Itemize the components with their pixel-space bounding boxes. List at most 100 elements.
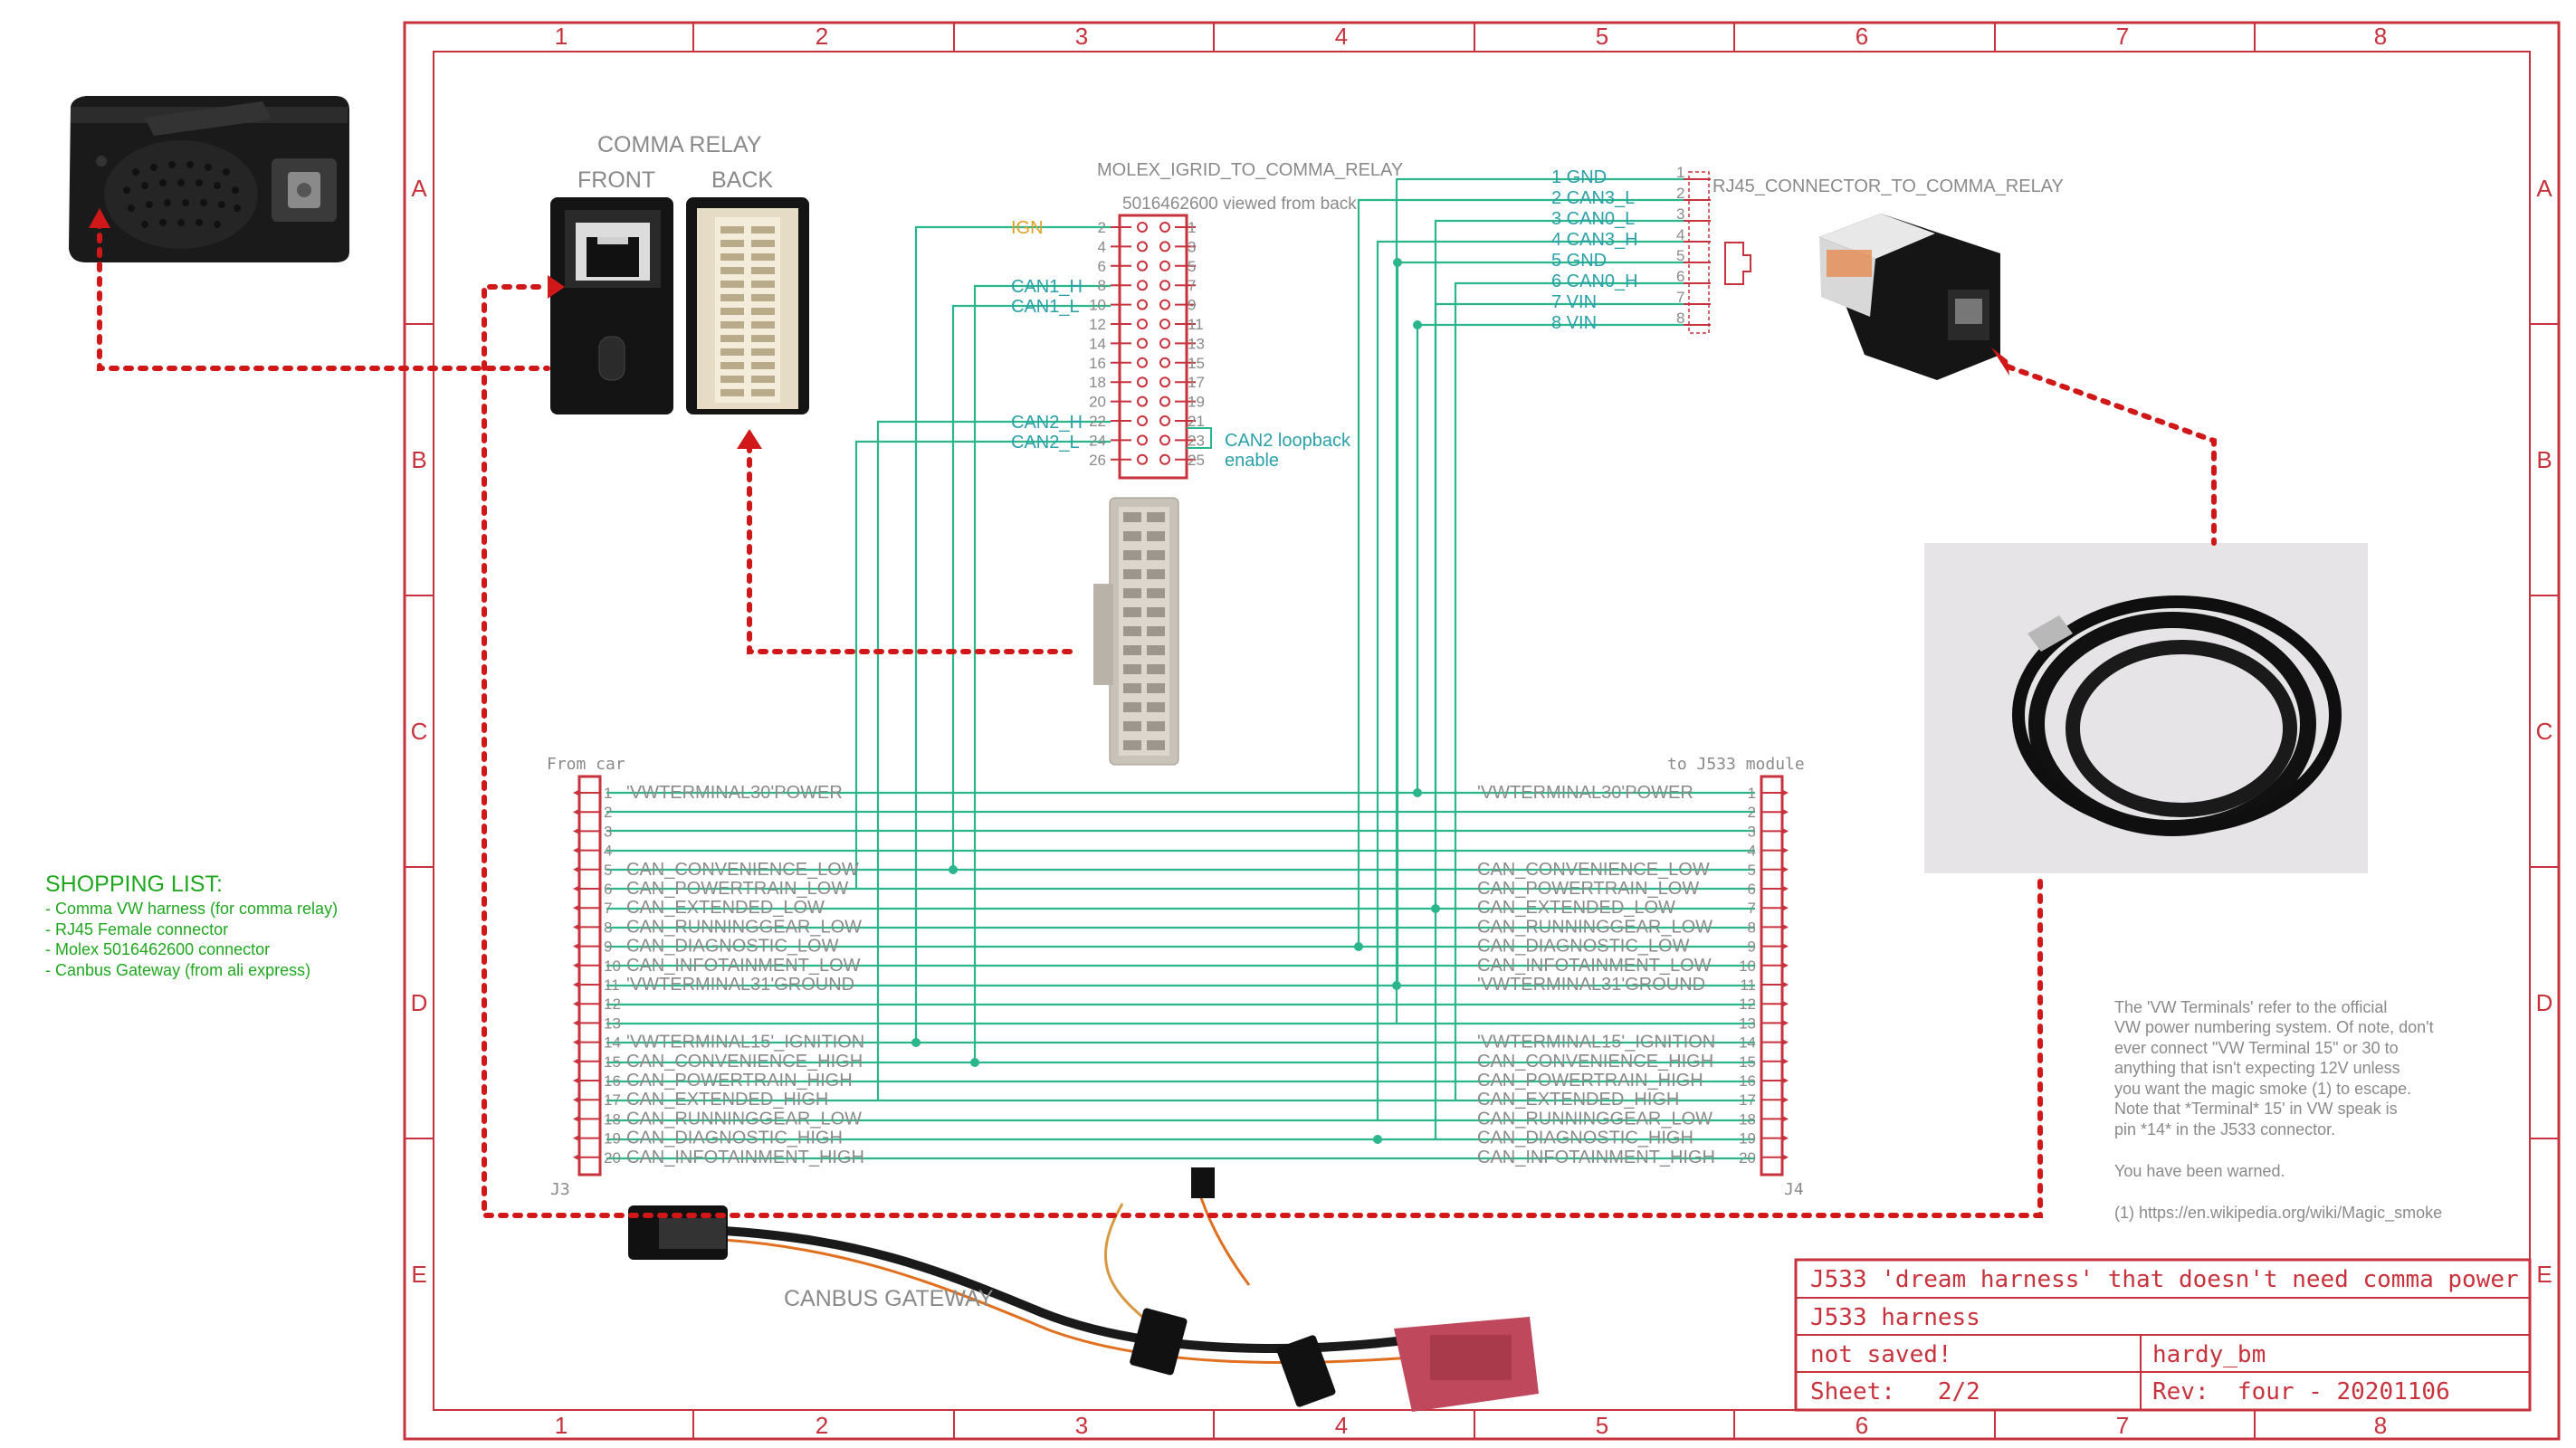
rj45-connector: RJ45_CONNECTOR_TO_COMMA_RELAY 1 1 GND 2 2 C… [1551,164,2064,334]
j3-pin-number: 5 [604,862,612,879]
rj45-pin-signal: 2 CAN3_L [1551,188,1635,208]
j4-pin-number: 12 [1739,996,1756,1013]
molex-can2h-label: CAN2_H [1011,413,1083,433]
j3-pin-arrow [573,1077,580,1084]
j4-pin-arrow [1781,1115,1789,1123]
note-warned: You have been warned. [2114,1162,2285,1180]
molex-pin-contact [1137,395,1148,407]
molex-pin-contact [1159,241,1170,252]
molex-pin-number: 12 [1089,316,1106,333]
column-label-bottom-1: 1 [555,1412,568,1439]
j3-pin-label: CAN_DIAGNOSTIC_LOW [626,937,839,957]
j3-pin-label: CAN_EXTENDED_LOW [626,898,825,918]
rj45-pin-number: 7 [1676,289,1684,306]
molex-pin-contact [1159,453,1170,465]
j3-pin-number: 18 [604,1110,621,1128]
column-label-top-6: 6 [1856,23,1868,50]
j4-pin-number: 1 [1748,785,1756,802]
j3-pin-label: CAN_CONVENIENCE_HIGH [626,1052,863,1072]
molex-pin-contact [1159,299,1170,310]
molex-pin-number: 4 [1098,238,1106,255]
molex-pin-contact [1159,434,1170,446]
molex-pin-number: 15 [1188,355,1205,372]
j3-pin-arrow [573,904,580,912]
j4-pin-number: 11 [1740,976,1756,994]
molex-pin-number: 22 [1089,413,1106,430]
molex-pin-contact [1159,395,1170,407]
j3-pin-arrow [573,1038,580,1046]
row-label-left-b: B [411,446,426,473]
molex-pin-contact [1159,319,1170,329]
j4-pin-number: 13 [1739,1015,1756,1032]
j4-pin-label: 'VWTERMINAL30'POWER [1477,783,1693,803]
column-label-top-7: 7 [2116,23,2129,50]
molex-pin-number: 5 [1188,258,1196,275]
rj45-connector-name: RJ45_CONNECTOR_TO_COMMA_RELAY [1713,176,2064,196]
molex-pin-number: 7 [1188,277,1196,294]
j4-pin-number: 4 [1748,843,1756,860]
molex-enable-label: enable [1225,451,1279,471]
molex-can1l-label: CAN1_L [1011,297,1080,317]
j3-pin-arrow [573,923,580,931]
j3-pin-number: 6 [604,881,612,898]
row-label-left-c: C [411,718,428,745]
molex-pin-contact [1137,453,1148,465]
j4-pin-number: 17 [1739,1091,1756,1109]
j4-pin-arrow [1781,1019,1789,1027]
j4-pin-number: 16 [1739,1072,1756,1090]
molex-pin-number: 23 [1188,432,1205,449]
row-label-left-d: D [411,989,428,1016]
rj45-pin-number: 5 [1676,247,1684,264]
j3-pin-label: CAN_POWERTRAIN_HIGH [626,1071,853,1091]
j3-pin-number: 7 [604,900,612,917]
note-footnote: (1) https://en.wikipedia.org/wiki/Magic_… [2114,1204,2442,1223]
rj45-keystone-photo [1819,214,2000,380]
note-line: VW power numbering system. Of note, don'… [2114,1018,2434,1036]
molex-pin-number: 24 [1089,432,1106,449]
j3-pin-number: 19 [604,1130,621,1148]
column-label-bottom-7: 7 [2116,1412,2129,1439]
molex-pin-contact [1159,260,1170,272]
j4-pin-arrow [1781,961,1789,969]
j3-pin-label: 'VWTERMINAL31'GROUND [626,975,854,995]
j3-pin-number: 1 [604,785,612,802]
molex-pin-contact [1159,338,1170,349]
molex-pin-number: 21 [1188,413,1205,430]
j3-pin-number: 9 [604,938,612,956]
rj45-pin-signal: 1 GND [1551,167,1607,187]
j3-pin-number: 3 [604,823,612,840]
j3-pin-number: 12 [604,996,621,1013]
j3-pin-rows: 1 'VWTERMINAL30'POWER 2 3 4 5 CAN_CONVENIENCE_… [573,783,864,1167]
molex-pin-contact [1137,376,1148,388]
j3-pin-arrow [573,1096,580,1104]
j4-pin-number: 14 [1739,1034,1756,1052]
j4-pin-number: 2 [1748,804,1756,821]
j4-pin-arrow [1781,885,1789,892]
molex-pin-number: 19 [1188,394,1205,411]
j4-pin-arrow [1781,846,1789,854]
j4-pin-arrow [1781,1153,1789,1161]
wire-nets [606,177,1755,1160]
photo-link-lines [97,218,2217,1218]
molex-connector-part: 5016462600 viewed from back [1122,195,1357,214]
j4-pin-label: CAN_RUNNINGGEAR_LOW [1477,1109,1713,1129]
column-label-bottom-8: 8 [2374,1412,2387,1439]
j4-pin-arrow [1781,942,1789,950]
j3-pin-arrow [573,1057,580,1065]
molex-pin-number: 11 [1188,316,1204,333]
molex-pin-contact [1137,222,1148,233]
comma-relay-front-photo [550,197,673,414]
title-block-author: hardy_bm [2152,1341,2266,1368]
j4-pin-label: CAN_DIAGNOSTIC_LOW [1477,937,1690,957]
j4-header: to J533 module [1667,755,1805,774]
row-label-right-b: B [2536,446,2552,473]
j3-ref: J3 [550,1180,570,1199]
molex-pin-contact [1137,434,1148,446]
j3-pin-arrow [573,846,580,854]
row-label-right-c: C [2536,718,2553,745]
molex-pin-contact [1137,338,1148,349]
molex-pin-contact [1159,222,1170,233]
rj45-pin-signal: 4 CAN3_H [1551,230,1638,250]
molex-pin-number: 16 [1089,355,1106,372]
